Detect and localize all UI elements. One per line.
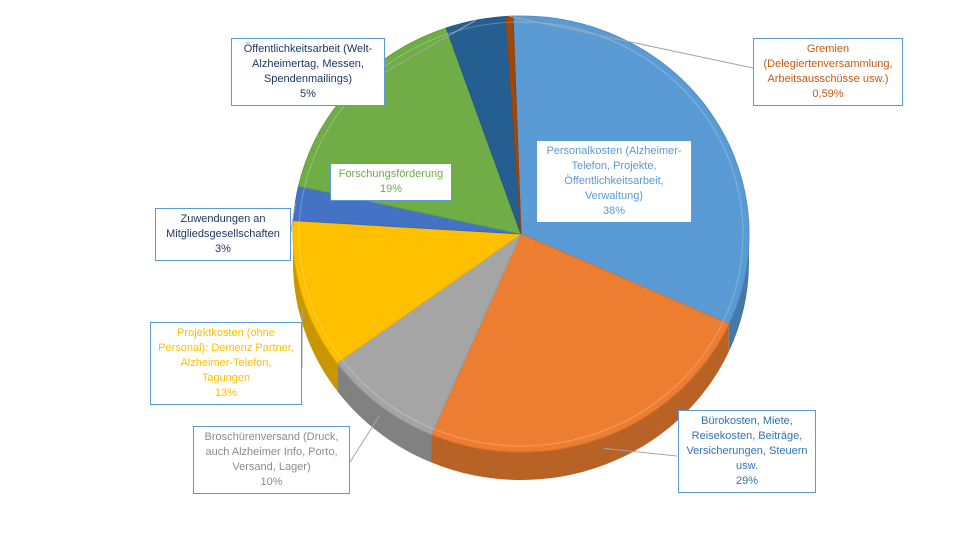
callout-zuwendungen: Zuwendungen an Mitgliedsgesellschaften 3… (155, 208, 291, 261)
slice-label: Forschungsförderung (338, 168, 444, 180)
slice-label: Broschürenversand (Druck, auch Alzheimer… (204, 431, 339, 473)
leader-line (349, 415, 380, 463)
leader-line (384, 19, 476, 73)
slice-side (293, 237, 338, 391)
callout-buerokosten: Bürokosten, Miete, Reisekosten, Beiträge… (678, 410, 816, 493)
pie-slice (505, 15, 522, 235)
callout-oeffentlichkeitsarbeit: Öffentlichkeitsarbeit (Welt-Alzheimertag… (231, 38, 385, 106)
slice-percent: 29% (735, 475, 759, 487)
pie-slice (336, 232, 523, 436)
slice-label: Gremien (Delegiertenversammlung, Arbeits… (763, 43, 893, 85)
slice-side (728, 235, 749, 352)
leader-line (290, 203, 296, 233)
leader-line (603, 447, 678, 457)
slice-percent: 38% (602, 205, 626, 217)
callout-broschuerenversand: Broschürenversand (Druck, auch Alzheimer… (193, 426, 350, 494)
slice-side (337, 362, 432, 463)
slice-label: Öffentlichkeitsarbeit (Welt-Alzheimertag… (243, 43, 373, 85)
slice-percent: 5% (300, 88, 316, 100)
callout-personalkosten: Personalkosten (Alzheimer-Telefon, Proje… (536, 140, 692, 223)
slice-percent: 19% (379, 183, 403, 195)
slice-label: Projektkosten (ohne Personal): Demenz Pa… (158, 327, 294, 384)
pie-slice (430, 233, 730, 453)
slice-percent: 10% (260, 476, 283, 488)
callout-forschungsfoerderung: Forschungsförderung 19% (330, 163, 452, 201)
slice-percent: 13% (214, 387, 238, 399)
slice-side (431, 323, 729, 481)
callout-gremien: Gremien (Delegiertenversammlung, Arbeits… (753, 38, 903, 106)
slice-percent: 3% (215, 243, 231, 255)
pie-highlight (298, 21, 744, 447)
slice-percent: 0,59% (812, 88, 844, 100)
leader-line (509, 15, 754, 69)
slice-label: Bürokosten, Miete, Reisekosten, Beiträge… (686, 415, 808, 472)
slice-label: Zuwendungen an Mitgliedsgesellschaften (166, 213, 280, 240)
callout-projektkosten: Projektkosten (ohne Personal): Demenz Pa… (150, 322, 302, 405)
slice-label: Personalkosten (Alzheimer-Telefon, Proje… (546, 145, 682, 202)
pie-slice (292, 220, 523, 364)
